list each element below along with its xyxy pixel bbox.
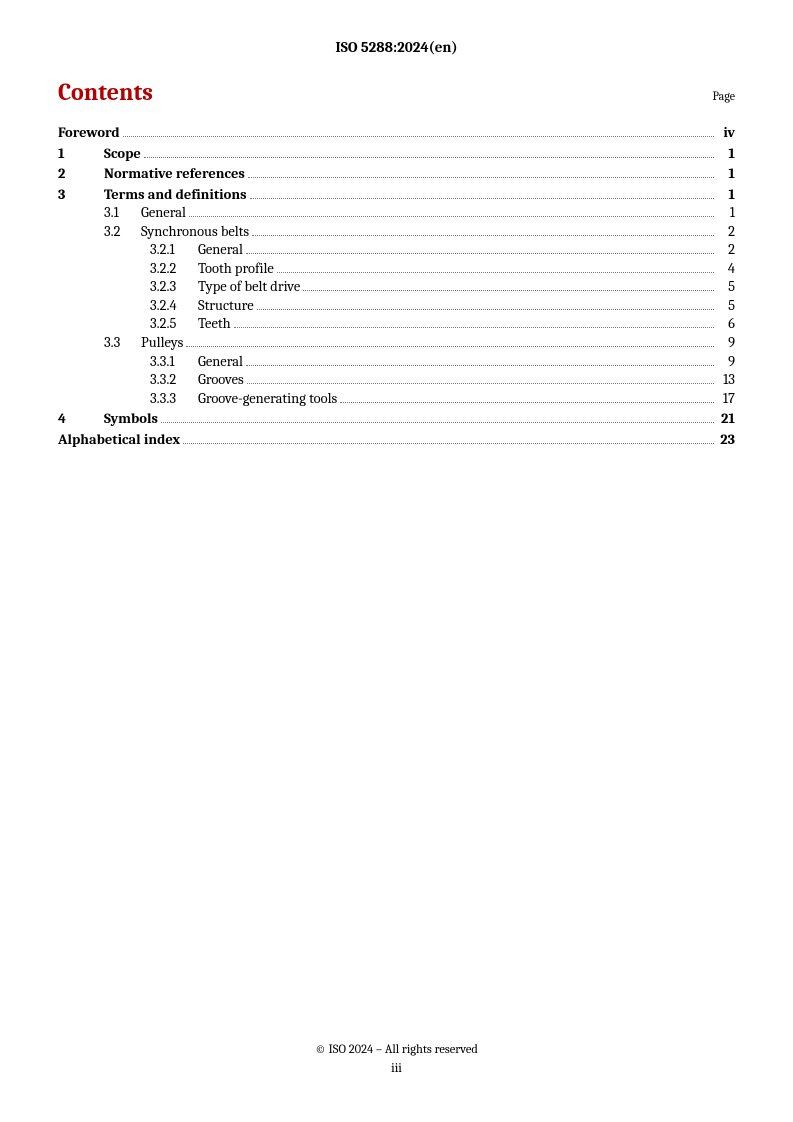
toc-entry[interactable]: 1Scope1: [58, 145, 735, 164]
toc-entry[interactable]: 3.3.2Grooves 13: [58, 371, 735, 390]
toc-entry[interactable]: 3Terms and definitions 1: [58, 186, 735, 205]
toc-entry-number: 1: [58, 145, 104, 164]
toc-entry-title: Normative references: [104, 165, 245, 184]
toc-entry[interactable]: 3.3Pulleys 9: [58, 334, 735, 353]
toc-leader-dots: [277, 272, 714, 273]
toc-entry[interactable]: 3.2.4Structure 5: [58, 297, 735, 316]
toc-leader-dots: [248, 177, 714, 178]
toc-entry-number: 3.3.3: [150, 390, 198, 409]
toc-leader-dots: [303, 290, 714, 291]
toc-leader-dots: [340, 402, 714, 403]
toc-entry-page: 1: [717, 204, 735, 223]
toc-entry-title: Structure: [198, 297, 254, 316]
toc-entry-title: Synchronous belts: [141, 223, 249, 242]
toc-entry-page: 5: [717, 297, 735, 316]
page-column-label: Page: [713, 89, 735, 103]
toc-entry-page: 9: [717, 353, 735, 372]
toc-entry-page: 1: [717, 186, 735, 205]
toc-entry-page: 6: [717, 315, 735, 334]
toc-entry-page: 1: [717, 165, 735, 184]
toc-entry-title: Alphabetical index: [58, 431, 180, 450]
toc-leader-dots: [247, 383, 714, 384]
toc-entry-page: 17: [717, 390, 735, 409]
toc-entry[interactable]: 3.2.3Type of belt drive 5: [58, 278, 735, 297]
toc-entry[interactable]: 3.2.5Teeth 6: [58, 315, 735, 334]
toc-entry[interactable]: 3.1General 1: [58, 204, 735, 223]
toc-entry[interactable]: Alphabetical index 23: [58, 431, 735, 450]
toc-entry-title: Type of belt drive: [198, 278, 300, 297]
copyright-text: © ISO 2024 – All rights reserved: [0, 1043, 793, 1057]
toc-entry-page: 5: [717, 278, 735, 297]
toc-entry-title: Foreword: [58, 124, 120, 143]
page-number: iii: [0, 1061, 793, 1076]
toc-entry-title: Teeth: [198, 315, 231, 334]
toc-entry[interactable]: 3.2.1General 2: [58, 241, 735, 260]
toc-entry[interactable]: 2Normative references 1: [58, 165, 735, 184]
toc-entry-page: 2: [717, 241, 735, 260]
toc-entry-page: 21: [717, 410, 735, 429]
toc-leader-dots: [257, 309, 714, 310]
toc-leader-dots: [186, 346, 714, 347]
toc-entry-title: Grooves: [198, 371, 244, 390]
toc-entry[interactable]: 3.2.2Tooth profile 4: [58, 260, 735, 279]
toc-entry-title: Tooth profile: [198, 260, 274, 279]
toc-entry[interactable]: 3.3.3Groove-generating tools 17: [58, 390, 735, 409]
toc-entry-page: 1: [717, 145, 735, 164]
toc-entry[interactable]: 3.2Synchronous belts 2: [58, 223, 735, 242]
toc-leader-dots: [183, 443, 714, 444]
toc-entry-number: 2: [58, 165, 104, 184]
toc-entry-number: 3: [58, 186, 104, 205]
toc-entry-number: 3.2.3: [150, 278, 198, 297]
toc-entry-page: 9: [717, 334, 735, 353]
toc-entry-page: 13: [717, 371, 735, 390]
toc-leader-dots: [246, 253, 714, 254]
toc-entry-page: 23: [717, 431, 735, 450]
toc-entry-page: 4: [717, 260, 735, 279]
document-id-header: ISO 5288:2024(en): [58, 38, 735, 56]
page-footer: © ISO 2024 – All rights reserved iii: [0, 1043, 793, 1076]
contents-heading: Contents: [58, 78, 153, 106]
toc-entry-number: 3.2.2: [150, 260, 198, 279]
toc-entry-page: iv: [717, 124, 735, 143]
toc-entry-page: 2: [717, 223, 735, 242]
toc-leader-dots: [234, 327, 714, 328]
toc-entry-number: 3.3.1: [150, 353, 198, 372]
toc-leader-dots: [123, 136, 714, 137]
toc-entry-number: 4: [58, 410, 104, 429]
toc-entry-title: Scope: [104, 145, 141, 164]
toc-entry-number: 3.2.5: [150, 315, 198, 334]
toc-leader-dots: [252, 235, 714, 236]
toc-entry-number: 3.1: [104, 204, 141, 223]
toc-entry[interactable]: Foreword iv: [58, 124, 735, 143]
toc-entry[interactable]: 4Symbols 21: [58, 410, 735, 429]
toc-entry-number: 3.3.2: [150, 371, 198, 390]
toc-entry-title: Pulleys: [141, 334, 183, 353]
toc-entry-number: 3.3: [104, 334, 141, 353]
toc-leader-dots: [189, 216, 714, 217]
toc-entry-title: General: [141, 204, 186, 223]
toc-entry-title: General: [198, 241, 243, 260]
toc-leader-dots: [250, 198, 714, 199]
toc-leader-dots: [144, 157, 714, 158]
toc-leader-dots: [246, 365, 714, 366]
toc-entry-title: Groove-generating tools: [198, 390, 337, 409]
toc-entry-title: Symbols: [104, 410, 158, 429]
table-of-contents: Forewordiv1Scope12Normative references13…: [58, 124, 735, 449]
toc-entry-number: 3.2.4: [150, 297, 198, 316]
toc-entry-title: Terms and definitions: [104, 186, 247, 205]
toc-entry-title: General: [198, 353, 243, 372]
toc-entry-number: 3.2: [104, 223, 141, 242]
toc-entry[interactable]: 3.3.1General 9: [58, 353, 735, 372]
toc-leader-dots: [161, 422, 714, 423]
toc-entry-number: 3.2.1: [150, 241, 198, 260]
